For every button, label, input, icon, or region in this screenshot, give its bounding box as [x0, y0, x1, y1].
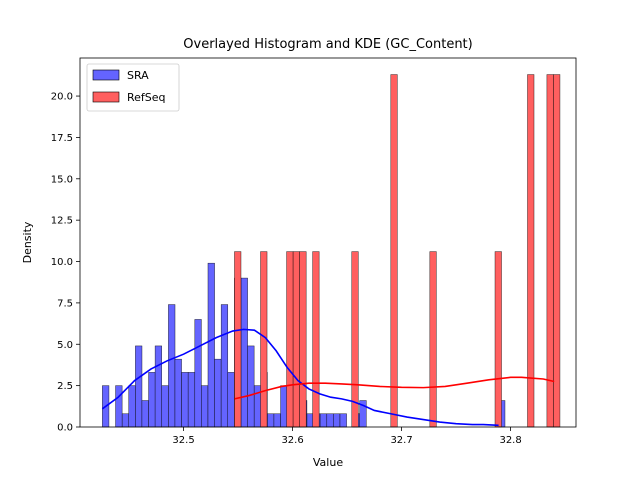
histogram-bar-sra-12: [181, 372, 189, 428]
histogram-bar-sra-25: [267, 413, 275, 428]
histogram-bar-sra-2: [115, 385, 123, 428]
x-tick-label-2: 32.7: [390, 435, 412, 446]
kde-line-refseq: [234, 376, 555, 400]
y-tick-label-6: 15.0: [51, 174, 73, 185]
y-tick-label-8: 20.0: [51, 92, 73, 103]
histogram-bar-sra-8: [154, 345, 162, 428]
histogram-bar-sra-11: [174, 358, 182, 428]
histogram-bar-sra-19: [227, 372, 235, 428]
histogram-bar-sra-14: [194, 319, 202, 428]
histogram-bar-sra-22: [247, 345, 255, 428]
histogram-bar-refseq-7: [390, 74, 398, 428]
y-tick-label-0: 0.0: [57, 423, 73, 434]
histogram-bar-sra-17: [214, 358, 222, 428]
histogram-bar-sra-16: [207, 262, 215, 428]
histogram-bar-sra-27: [280, 385, 288, 428]
histogram-bar-sra-26: [273, 413, 281, 428]
histogram-bar-sra-6: [141, 400, 149, 428]
histogram-bar-refseq-3: [292, 251, 300, 428]
histogram-bar-refseq-11: [546, 74, 554, 428]
kde-layer: [101, 328, 555, 427]
y-axis: 0.0 2.5 5.0 7.5 10.0 12.5 15.0 17.5 20.0: [51, 92, 80, 434]
x-axis-label: Value: [313, 456, 343, 469]
axes-frame: [79, 57, 577, 428]
legend-swatch-sra: [92, 69, 120, 81]
y-tick-label-7: 17.5: [51, 133, 73, 144]
histogram-bar-sra-5: [135, 345, 143, 428]
histogram-bar-refseq-8: [429, 251, 437, 428]
histogram-bar-refseq-4: [299, 251, 307, 428]
legend: SRA RefSeq: [86, 63, 180, 112]
histogram-bar-refseq-2: [286, 251, 294, 428]
legend-swatch-refseq: [92, 91, 120, 103]
histogram-bar-sra-10: [168, 304, 176, 428]
histogram-bar-refseq-9: [494, 251, 502, 428]
histogram-bar-sra-35: [333, 413, 341, 428]
y-tick-label-3: 7.5: [57, 298, 73, 309]
histogram-bar-refseq-12: [553, 74, 561, 428]
histogram-bar-refseq-5: [312, 251, 320, 428]
x-tick-label-1: 32.6: [281, 435, 303, 446]
x-tick-label-0: 32.5: [172, 435, 194, 446]
kde-line-sra: [101, 328, 499, 427]
histogram-bar-refseq-10: [527, 74, 535, 428]
histogram-bar-sra-36: [339, 413, 347, 428]
y-tick-label-2: 5.0: [57, 340, 73, 351]
histogram-bar-sra-33: [319, 413, 327, 428]
histogram-bar-sra-18: [220, 304, 229, 428]
histogram-bar-sra-15: [201, 385, 209, 428]
legend-label-refseq: RefSeq: [127, 91, 166, 104]
legend-label-sra: SRA: [127, 69, 149, 82]
histogram-bar-refseq-0: [234, 251, 242, 428]
y-axis-label: Density: [21, 221, 34, 263]
histogram-bar-sra-3: [121, 413, 130, 428]
histogram-bar-sra-21: [240, 277, 248, 428]
plot-area: [102, 74, 561, 428]
y-tick-label-4: 10.0: [51, 257, 73, 268]
chart-title: Overlayed Histogram and KDE (GC_Content): [183, 37, 472, 52]
histogram-bar-sra-4: [128, 385, 136, 428]
y-tick-label-1: 2.5: [57, 381, 73, 392]
histogram-bar-sra-9: [161, 385, 169, 428]
histogram-bar-sra-7: [148, 372, 156, 428]
histogram-bar-sra-13: [187, 372, 195, 428]
x-axis: 32.5 32.6 32.7 32.8: [172, 427, 522, 446]
histogram-bar-sra-34: [326, 413, 334, 428]
y-tick-label-5: 12.5: [51, 216, 73, 227]
x-tick-label-3: 32.8: [499, 435, 521, 446]
